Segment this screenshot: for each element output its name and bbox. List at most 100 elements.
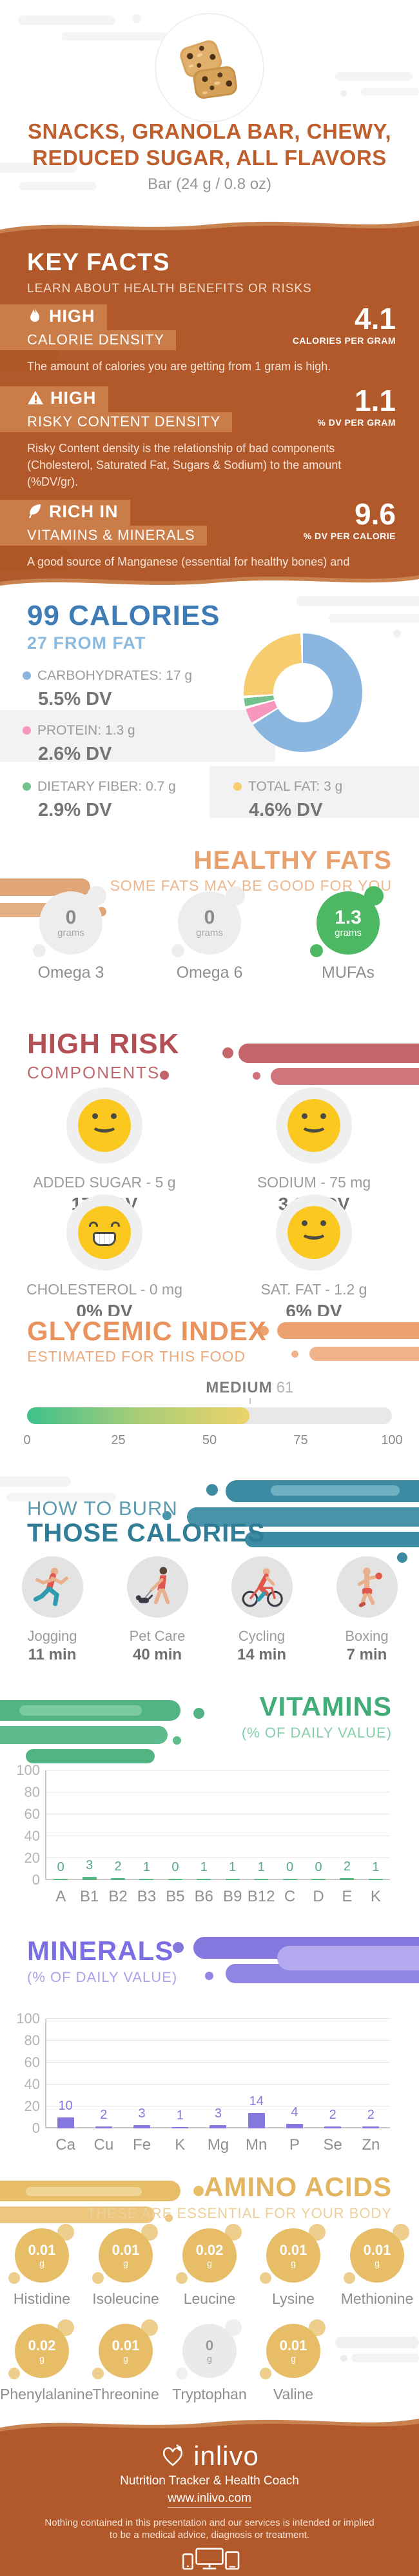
- amino-unit: g: [207, 2353, 212, 2364]
- fat-swatch: [233, 782, 242, 791]
- disclaimer: Nothing contained in this presentation a…: [0, 2517, 419, 2541]
- amino-label: Valine: [273, 2386, 314, 2403]
- decorative-blob: [340, 90, 347, 97]
- legend-label: CARBOHYDRATES: 17 g: [37, 668, 193, 683]
- glycemic-subtitle: ESTIMATED FOR THIS FOOD: [27, 1348, 246, 1365]
- fact-level-chip: HIGH: [0, 386, 108, 412]
- bar-columns: 0 A 3 B1 2 B2 1 B3 0 B5 1 B6 1 B9 1 B12 0 C 0 D 2 E 1 K: [46, 1770, 390, 1905]
- burn-title-line1: HOW TO BURN: [27, 1497, 178, 1520]
- activity-minutes: 11 min: [28, 1646, 77, 1663]
- amino-acids-title: AMINO ACIDS: [204, 2172, 392, 2202]
- amino-unit: g: [39, 2258, 44, 2268]
- bar-value-D: 0: [315, 1860, 322, 1874]
- amino-circle: 0.01 g: [260, 2319, 326, 2379]
- gridline: [46, 2084, 390, 2085]
- brand-name: inlivo: [193, 2441, 259, 2471]
- decorative-blob: [193, 2186, 204, 2196]
- decorative-blob: [397, 1552, 407, 1563]
- key-facts-title: KEY FACTS: [27, 249, 170, 276]
- stat-unit: grams: [335, 927, 362, 938]
- activity-boxing: Boxing 7 min: [315, 1556, 418, 1664]
- activity-minutes: 14 min: [237, 1646, 287, 1663]
- calories-section: 99 CALORIES 27 FROM FAT CARBOHYDRATES: 1…: [0, 591, 419, 845]
- warning-icon: [27, 390, 44, 410]
- leaf-icon: [27, 502, 43, 524]
- macro-donut-chart: [244, 633, 362, 752]
- amino-unit: g: [207, 2258, 212, 2268]
- bar-column-B2: 2 B2: [104, 1770, 132, 1905]
- bar-Mg: [210, 2125, 227, 2128]
- vitamins-bar-chart: 0 20 40 60 80 100 0 A 3 B1 2 B2 1 B3 0 B5 1 B6 1 B9 1 B12 0 C 0 D…: [16, 1762, 390, 1905]
- vitamins-subtitle: (% OF DAILY VALUE): [241, 1725, 392, 1741]
- bar-value-E: 2: [343, 1859, 351, 1874]
- legend-dv: 2.6% DV: [38, 744, 112, 764]
- burn-calories-section: HOW TO BURN THOSE CALORIES Jogging 11 mi…: [0, 1474, 419, 1677]
- decorative-blob: [26, 2187, 142, 2196]
- bar-column-Fe: 3 Fe: [122, 2019, 161, 2154]
- amino-threonine: 0.01 g Threonine: [84, 2319, 168, 2403]
- bar-Fe: [133, 2125, 151, 2128]
- bar-Cu: [95, 2126, 112, 2128]
- disclaimer-line2: to be a medical advice, diagnosis or tre…: [109, 2530, 310, 2541]
- cycling-icon: [242, 1567, 283, 1607]
- decorative-blob: [222, 1047, 233, 1058]
- website-link[interactable]: www.inlivo.com: [168, 2492, 251, 2508]
- category-label-Mg: Mg: [207, 2136, 229, 2154]
- gi-scale: 0 25 50 75 100: [23, 1433, 402, 1449]
- activity-label: Boxing: [345, 1628, 389, 1644]
- amino-unit: g: [39, 2353, 44, 2364]
- amino-unit: g: [375, 2258, 380, 2268]
- bar-P: [286, 2124, 303, 2128]
- decorative-blob: [291, 1351, 298, 1358]
- bar-value-B1: 3: [86, 1858, 93, 1872]
- bar-B9: [225, 1879, 240, 1880]
- bar-B1: [82, 1876, 97, 1880]
- amino-valine: 0.01 g Valine: [251, 2319, 335, 2403]
- decorative-blob: [206, 1484, 218, 1496]
- amino-value: 0.01: [279, 2242, 307, 2258]
- decorative-blob: [0, 1476, 71, 1487]
- amino-acids-section: AMINO ACIDS THESE ARE ESSENTIAL FOR YOUR…: [0, 2164, 419, 2412]
- risk-label: CHOLESTEROL - 0 mg: [26, 1281, 182, 1298]
- serving-size: Bar (24 g / 0.8 oz): [147, 175, 272, 193]
- decorative-blob: [245, 1532, 419, 1547]
- inlivo-logo-heart-leaf-icon: [163, 2444, 183, 2466]
- amino-unit: g: [291, 2258, 296, 2268]
- fact-value: 4.1 CALORIES PER GRAM: [293, 303, 396, 346]
- bar-value-A: 0: [57, 1860, 64, 1874]
- bar-value-Mg: 3: [214, 2106, 222, 2121]
- gi-value: 61: [276, 1379, 294, 1396]
- bar-column-B3: 1 B3: [132, 1770, 161, 1905]
- y-axis-label: 80: [24, 2032, 40, 2048]
- healthy-fats-subtitle: SOME FATS MAY BE GOOD FOR YOU: [110, 877, 392, 894]
- fact-value: 1.1 % DV PER GRAM: [317, 385, 396, 428]
- bar-column-B6: 1 B6: [190, 1770, 218, 1905]
- activity-label: Cycling: [238, 1628, 286, 1644]
- decorative-blob: [340, 2355, 347, 2362]
- decorative-blob: [253, 1072, 260, 1080]
- gi-level: MEDIUM: [206, 1379, 273, 1396]
- activity-pet-care: Pet Care 40 min: [106, 1556, 209, 1664]
- decorative-blob: [19, 1705, 142, 1716]
- amino-circle: 0.01 g: [344, 2224, 409, 2284]
- fiber-swatch: [23, 782, 31, 791]
- legend-label: DIETARY FIBER: 0.7 g: [37, 779, 176, 794]
- mufas-stat: 1.3 grams MUFAs: [297, 886, 400, 982]
- fact-description: A good source of Manganese (essential fo…: [27, 555, 350, 568]
- category-label-K: K: [370, 1888, 381, 1905]
- stat-unit: grams: [57, 927, 84, 938]
- bar-column-Mn: 14 Mn: [237, 2019, 275, 2154]
- granola-bar-image: [180, 40, 237, 99]
- omega6-stat: 0 grams Omega 6: [158, 886, 261, 982]
- bar-value-B2: 2: [114, 1859, 122, 1874]
- page-title: SNACKS, GRANOLA BAR, CHEWY, REDUCED SUGA…: [0, 118, 419, 171]
- category-label-Zn: Zn: [362, 2136, 380, 2154]
- smiley-face-icon: [287, 1099, 340, 1152]
- decorative-blob: [297, 596, 419, 606]
- amino-label: Tryptophan: [172, 2386, 247, 2403]
- decorative-blob: [239, 1044, 419, 1063]
- bar-value-B5: 0: [171, 1860, 179, 1874]
- bar-D: [311, 1879, 326, 1880]
